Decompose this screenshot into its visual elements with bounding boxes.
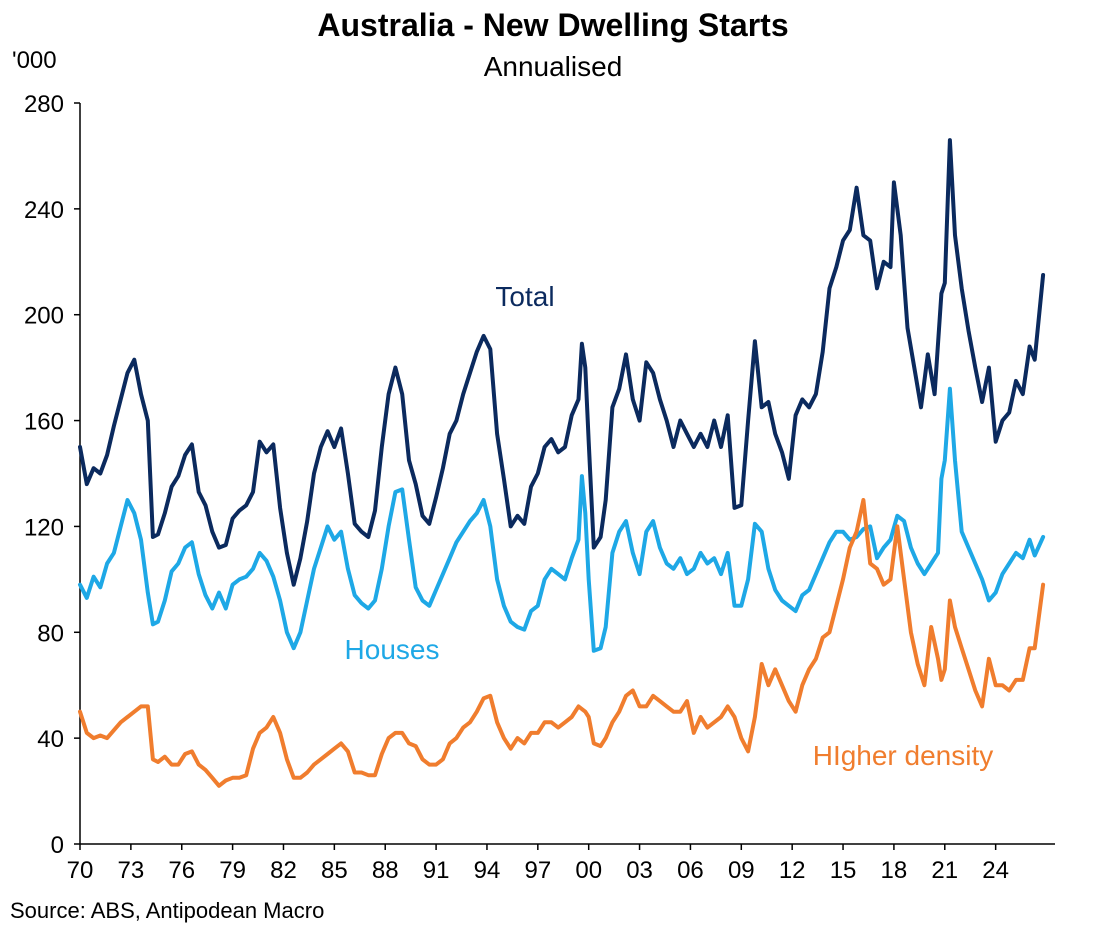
x-tick-label: 82	[270, 857, 297, 884]
y-axis-ticks: 0 40 80 120 160 200 240 280	[24, 91, 80, 859]
x-tick-label: 94	[474, 857, 501, 884]
x-tick-label: 24	[982, 857, 1009, 884]
x-tick-label: 03	[626, 857, 653, 884]
x-tick-label: 12	[779, 857, 806, 884]
y-tick-label: 280	[24, 91, 64, 118]
x-tick-label: 00	[575, 857, 602, 884]
x-tick-label: 91	[423, 857, 450, 884]
series-line-total	[78, 138, 1046, 587]
y-tick-label: 0	[51, 832, 64, 859]
y-tick-label: 200	[24, 303, 64, 330]
series-labels: Total Houses HIgher density	[345, 281, 994, 771]
x-tick-label: 85	[321, 857, 348, 884]
y-tick-label: 40	[37, 726, 64, 753]
series-label-higher-density: HIgher density	[813, 740, 994, 771]
x-axis-ticks: 70 73 76 79 82 85 88 91 94 97 00 03 06 09 12 15 18 21 24	[67, 844, 1009, 884]
source-note: Source: ABS, Antipodean Macro	[10, 898, 324, 923]
axes	[79, 103, 1055, 845]
x-tick-label: 76	[168, 857, 195, 884]
y-tick-label: 120	[24, 514, 64, 541]
series-line-higher-density	[78, 498, 1046, 788]
x-tick-label: 73	[118, 857, 145, 884]
chart-title: Australia - New Dwelling Starts	[317, 7, 788, 43]
x-tick-label: 18	[881, 857, 908, 884]
chart-subtitle: Annualised	[484, 51, 623, 82]
y-tick-label: 240	[24, 197, 64, 224]
y-tick-label: 160	[24, 409, 64, 436]
series-layer	[78, 138, 1046, 788]
x-tick-label: 97	[524, 857, 551, 884]
series-line-houses	[78, 386, 1046, 653]
series-label-total: Total	[495, 281, 554, 312]
x-tick-label: 06	[677, 857, 704, 884]
x-tick-label: 21	[931, 857, 958, 884]
x-tick-label: 79	[219, 857, 246, 884]
x-tick-label: 09	[728, 857, 755, 884]
x-tick-label: 15	[830, 857, 857, 884]
x-tick-label: 88	[372, 857, 399, 884]
y-tick-label: 80	[37, 620, 64, 647]
x-tick-label: 70	[67, 857, 94, 884]
y-axis-unit-label: '000	[12, 47, 57, 74]
series-label-houses: Houses	[345, 634, 440, 665]
